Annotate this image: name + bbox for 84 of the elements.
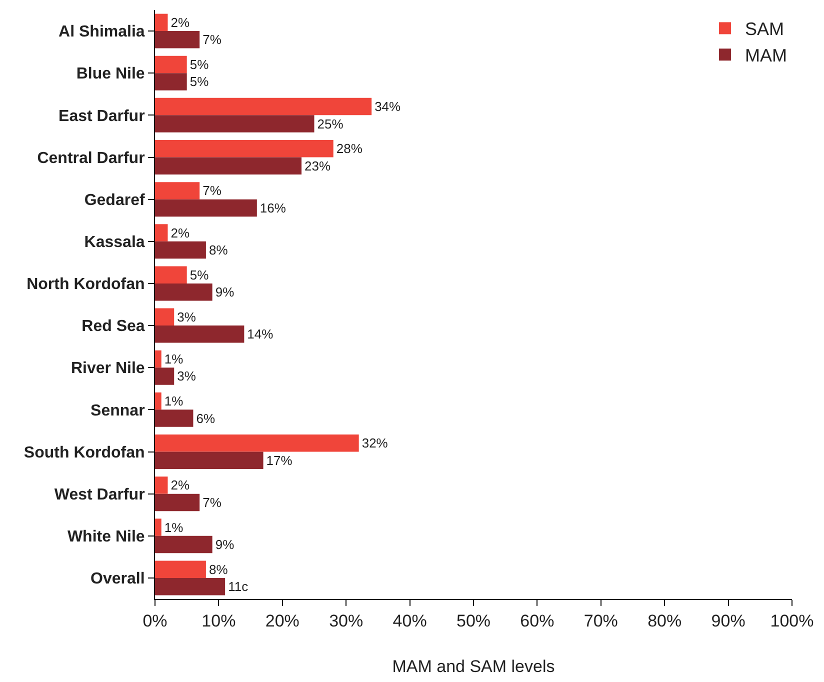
- bar: [155, 31, 200, 48]
- bar: [155, 115, 314, 132]
- data-label: 8%: [208, 562, 228, 577]
- x-tick-label: 50%: [456, 611, 491, 630]
- y-tick-label: Central Darfur: [37, 150, 145, 167]
- bar: [155, 536, 212, 554]
- y-tick-label: Al Shimalia: [58, 24, 145, 41]
- bar: [155, 98, 372, 116]
- bar: [155, 392, 162, 410]
- y-tick-label: North Kordofan: [26, 276, 145, 294]
- data-label: 8%: [208, 242, 228, 258]
- bar: [155, 283, 212, 301]
- y-tick-label: Kassala: [84, 234, 145, 251]
- data-label: 17%: [266, 452, 293, 468]
- y-tick-label: Gedaref: [84, 192, 146, 209]
- x-tick-label: 40%: [392, 611, 427, 630]
- bar: [155, 368, 174, 385]
- data-label: 16%: [260, 200, 286, 216]
- x-axis-title: MAM and SAM levels: [392, 656, 555, 676]
- data-label: 28%: [336, 141, 363, 156]
- data-label: 3%: [177, 368, 196, 384]
- y-tick-label: Blue Nile: [76, 66, 145, 83]
- data-label: 1%: [164, 351, 184, 366]
- data-label: 7%: [202, 183, 222, 198]
- bar: [155, 224, 168, 242]
- legend-label: SAM: [745, 19, 784, 40]
- x-tick-label: 0%: [142, 611, 168, 630]
- bar: [155, 578, 226, 596]
- x-tick-label: 90%: [711, 611, 746, 630]
- bar: [155, 157, 302, 174]
- y-tick-label: South Kordofan: [24, 444, 145, 462]
- data-label: 7%: [202, 494, 222, 510]
- data-label: 9%: [215, 537, 235, 552]
- x-tick-label: 60%: [520, 611, 554, 630]
- data-label: 5%: [190, 267, 210, 282]
- bar: [155, 494, 200, 512]
- x-tick-label: 70%: [584, 611, 618, 630]
- bar: [155, 350, 162, 368]
- data-label: 1%: [164, 394, 184, 409]
- y-tick-label: River Nile: [70, 360, 145, 378]
- data-label: 25%: [317, 116, 344, 132]
- bar: [155, 476, 168, 494]
- data-label: 23%: [304, 158, 331, 174]
- data-label: 9%: [215, 284, 235, 300]
- x-tick-label: 80%: [648, 611, 682, 630]
- data-label: 6%: [196, 410, 216, 426]
- y-tick-label: East Darfur: [58, 108, 145, 125]
- x-tick-label: 10%: [202, 611, 236, 630]
- x-tick-label: 30%: [329, 611, 364, 630]
- bar: [155, 56, 187, 74]
- data-label: 34%: [374, 99, 402, 114]
- bar: [155, 326, 244, 343]
- y-tick-label: White Nile: [67, 528, 145, 546]
- x-tick-label: 100%: [770, 611, 814, 630]
- bar: [155, 266, 187, 284]
- bar: [155, 560, 206, 578]
- x-tick-label: 20%: [265, 611, 300, 630]
- y-tick-label: Overall: [90, 570, 145, 588]
- data-label: 5%: [190, 56, 210, 72]
- bar: [155, 140, 334, 158]
- data-label: 32%: [362, 436, 388, 451]
- data-label: 11c: [228, 579, 249, 594]
- y-tick-label: Sennar: [90, 402, 145, 420]
- bar: [155, 14, 168, 32]
- y-tick-label: West Darfur: [54, 486, 145, 504]
- bar: [155, 410, 194, 427]
- data-label: 3%: [177, 309, 196, 324]
- y-tick-label: Red Sea: [82, 318, 145, 336]
- bar: [155, 241, 206, 259]
- data-label: 2%: [170, 225, 190, 240]
- data-label: 5%: [190, 74, 210, 90]
- bar: [155, 199, 257, 217]
- bar: [155, 434, 359, 452]
- bar: [155, 452, 264, 469]
- data-label: 2%: [170, 14, 190, 30]
- legend-label: MAM: [745, 46, 787, 66]
- bar: [155, 518, 162, 536]
- data-label: 7%: [202, 32, 222, 48]
- bar: [155, 73, 187, 90]
- bar: [155, 182, 200, 200]
- data-label: 14%: [247, 326, 274, 342]
- bar: [155, 308, 174, 326]
- data-label: 1%: [164, 520, 184, 535]
- data-label: 2%: [170, 478, 190, 493]
